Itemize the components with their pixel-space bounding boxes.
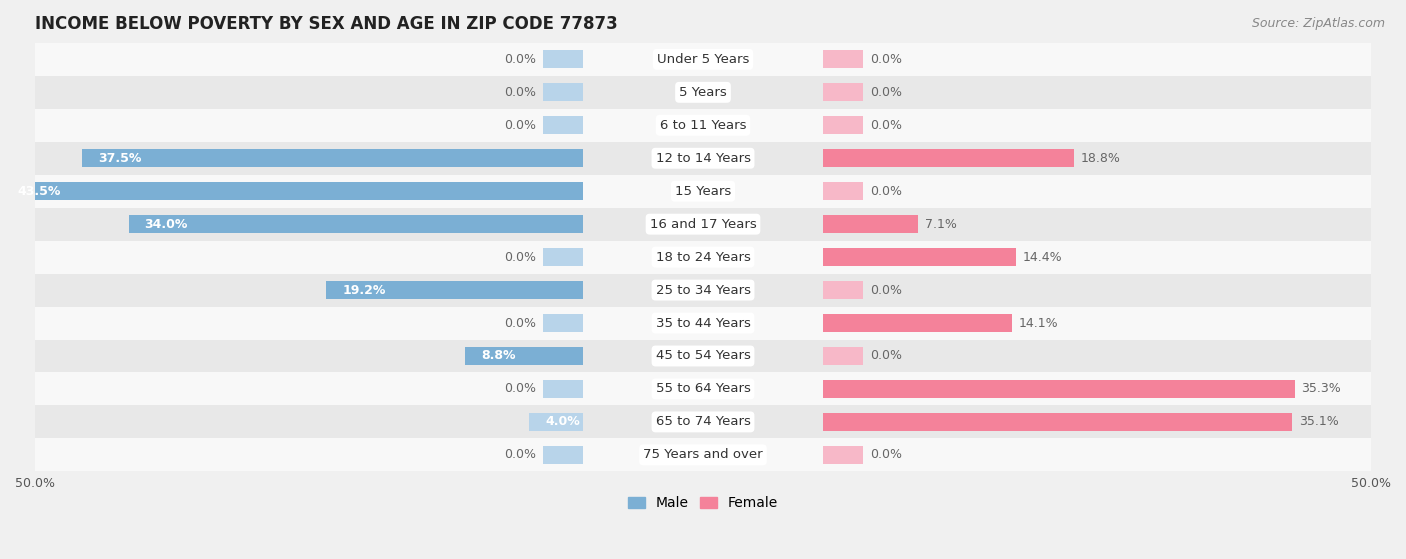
Bar xyxy=(824,380,1295,398)
Text: 0.0%: 0.0% xyxy=(870,283,903,297)
Text: 55 to 64 Years: 55 to 64 Years xyxy=(655,382,751,395)
Bar xyxy=(543,83,582,101)
Text: 19.2%: 19.2% xyxy=(342,283,385,297)
Text: Under 5 Years: Under 5 Years xyxy=(657,53,749,66)
Text: 45 to 54 Years: 45 to 54 Years xyxy=(655,349,751,362)
Bar xyxy=(543,116,582,134)
Bar xyxy=(824,446,863,464)
Bar xyxy=(35,405,1371,438)
Bar xyxy=(35,306,1371,339)
Text: 35.3%: 35.3% xyxy=(1302,382,1341,395)
Bar xyxy=(529,413,582,431)
Text: 18.8%: 18.8% xyxy=(1081,151,1121,165)
Bar xyxy=(824,281,863,299)
Bar xyxy=(824,314,1011,332)
Bar xyxy=(35,175,1371,208)
Bar xyxy=(35,273,1371,306)
Bar xyxy=(326,281,582,299)
Bar xyxy=(35,43,1371,76)
Bar xyxy=(824,248,1015,266)
Text: 15 Years: 15 Years xyxy=(675,184,731,198)
Bar xyxy=(824,149,1074,167)
Bar xyxy=(543,314,582,332)
Bar xyxy=(824,50,863,68)
Bar xyxy=(543,446,582,464)
Bar xyxy=(35,109,1371,142)
Text: 16 and 17 Years: 16 and 17 Years xyxy=(650,217,756,231)
Bar xyxy=(35,372,1371,405)
Bar xyxy=(824,215,918,233)
Text: 5 Years: 5 Years xyxy=(679,86,727,99)
Text: INCOME BELOW POVERTY BY SEX AND AGE IN ZIP CODE 77873: INCOME BELOW POVERTY BY SEX AND AGE IN Z… xyxy=(35,15,617,33)
Text: 0.0%: 0.0% xyxy=(503,86,536,99)
Text: 35.1%: 35.1% xyxy=(1299,415,1339,428)
Text: 6 to 11 Years: 6 to 11 Years xyxy=(659,119,747,132)
Text: 35 to 44 Years: 35 to 44 Years xyxy=(655,316,751,330)
Bar xyxy=(35,339,1371,372)
Bar xyxy=(543,50,582,68)
Text: 75 Years and over: 75 Years and over xyxy=(643,448,763,461)
Legend: Male, Female: Male, Female xyxy=(623,491,783,516)
Text: 7.1%: 7.1% xyxy=(925,217,956,231)
Bar xyxy=(824,347,863,365)
Text: 65 to 74 Years: 65 to 74 Years xyxy=(655,415,751,428)
Text: 0.0%: 0.0% xyxy=(503,448,536,461)
Text: 0.0%: 0.0% xyxy=(870,349,903,362)
Bar xyxy=(35,142,1371,175)
Bar xyxy=(465,347,582,365)
Text: 0.0%: 0.0% xyxy=(503,382,536,395)
Text: 0.0%: 0.0% xyxy=(870,86,903,99)
Text: 0.0%: 0.0% xyxy=(870,184,903,198)
Text: 0.0%: 0.0% xyxy=(503,316,536,330)
Bar xyxy=(82,149,582,167)
Text: 25 to 34 Years: 25 to 34 Years xyxy=(655,283,751,297)
Text: 18 to 24 Years: 18 to 24 Years xyxy=(655,250,751,264)
Bar xyxy=(35,438,1371,471)
Text: 37.5%: 37.5% xyxy=(98,151,141,165)
Text: 0.0%: 0.0% xyxy=(503,250,536,264)
Bar xyxy=(35,208,1371,240)
Text: Source: ZipAtlas.com: Source: ZipAtlas.com xyxy=(1251,17,1385,30)
Text: 0.0%: 0.0% xyxy=(870,53,903,66)
Text: 0.0%: 0.0% xyxy=(503,119,536,132)
Bar xyxy=(824,182,863,200)
Text: 14.1%: 14.1% xyxy=(1018,316,1057,330)
Bar xyxy=(543,380,582,398)
Text: 14.4%: 14.4% xyxy=(1022,250,1062,264)
Bar xyxy=(824,413,1292,431)
Text: 34.0%: 34.0% xyxy=(145,217,188,231)
Bar xyxy=(35,76,1371,109)
Bar xyxy=(824,83,863,101)
Text: 43.5%: 43.5% xyxy=(18,184,60,198)
Text: 0.0%: 0.0% xyxy=(870,448,903,461)
Text: 8.8%: 8.8% xyxy=(481,349,516,362)
Text: 12 to 14 Years: 12 to 14 Years xyxy=(655,151,751,165)
Bar xyxy=(543,248,582,266)
Bar xyxy=(128,215,582,233)
Text: 0.0%: 0.0% xyxy=(870,119,903,132)
Bar xyxy=(824,116,863,134)
Bar xyxy=(1,182,582,200)
Text: 4.0%: 4.0% xyxy=(546,415,581,428)
Bar xyxy=(35,240,1371,273)
Text: 0.0%: 0.0% xyxy=(503,53,536,66)
